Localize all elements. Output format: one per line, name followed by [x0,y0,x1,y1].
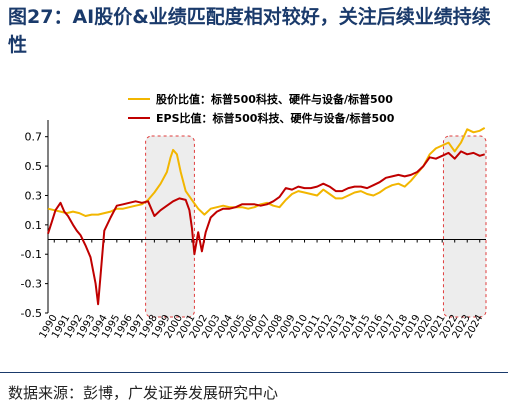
y-tick-label: 0.7 [25,131,43,144]
line-chart: -0.5-0.3-0.10.10.30.50.71990199119921993… [21,92,487,341]
y-tick-label: 0.1 [25,219,43,232]
y-tick-label: 0.5 [25,160,43,173]
series-line-1 [47,127,486,217]
series-line-2 [47,150,485,306]
legend: 股价比值：标普500科技、硬件与设备/标普500 EPS比值：标普500科技、硬件… [128,92,395,125]
source-note: 数据来源：彭博，广发证券发展研究中心 [8,384,279,402]
figure-title: 图27：AI股价&业绩匹配度相对较好，关注后续业绩持续性 [8,6,491,56]
y-tick-label: 0.3 [25,189,43,202]
legend-label-2: EPS比值：标普500科技、硬件与设备/标普500 [156,111,395,125]
y-tick-label: -0.3 [21,278,42,291]
series-lines [47,127,486,306]
footer-divider [0,372,508,373]
legend-label-1: 股价比值：标普500科技、硬件与设备/标普500 [156,92,393,106]
shaded-periods [145,135,487,318]
y-tick-label: -0.5 [21,307,42,320]
y-tick-label: -0.1 [21,248,42,261]
axes: -0.5-0.3-0.10.10.30.50.71990199119921993… [21,120,486,341]
shaded-period-2 [442,135,487,318]
